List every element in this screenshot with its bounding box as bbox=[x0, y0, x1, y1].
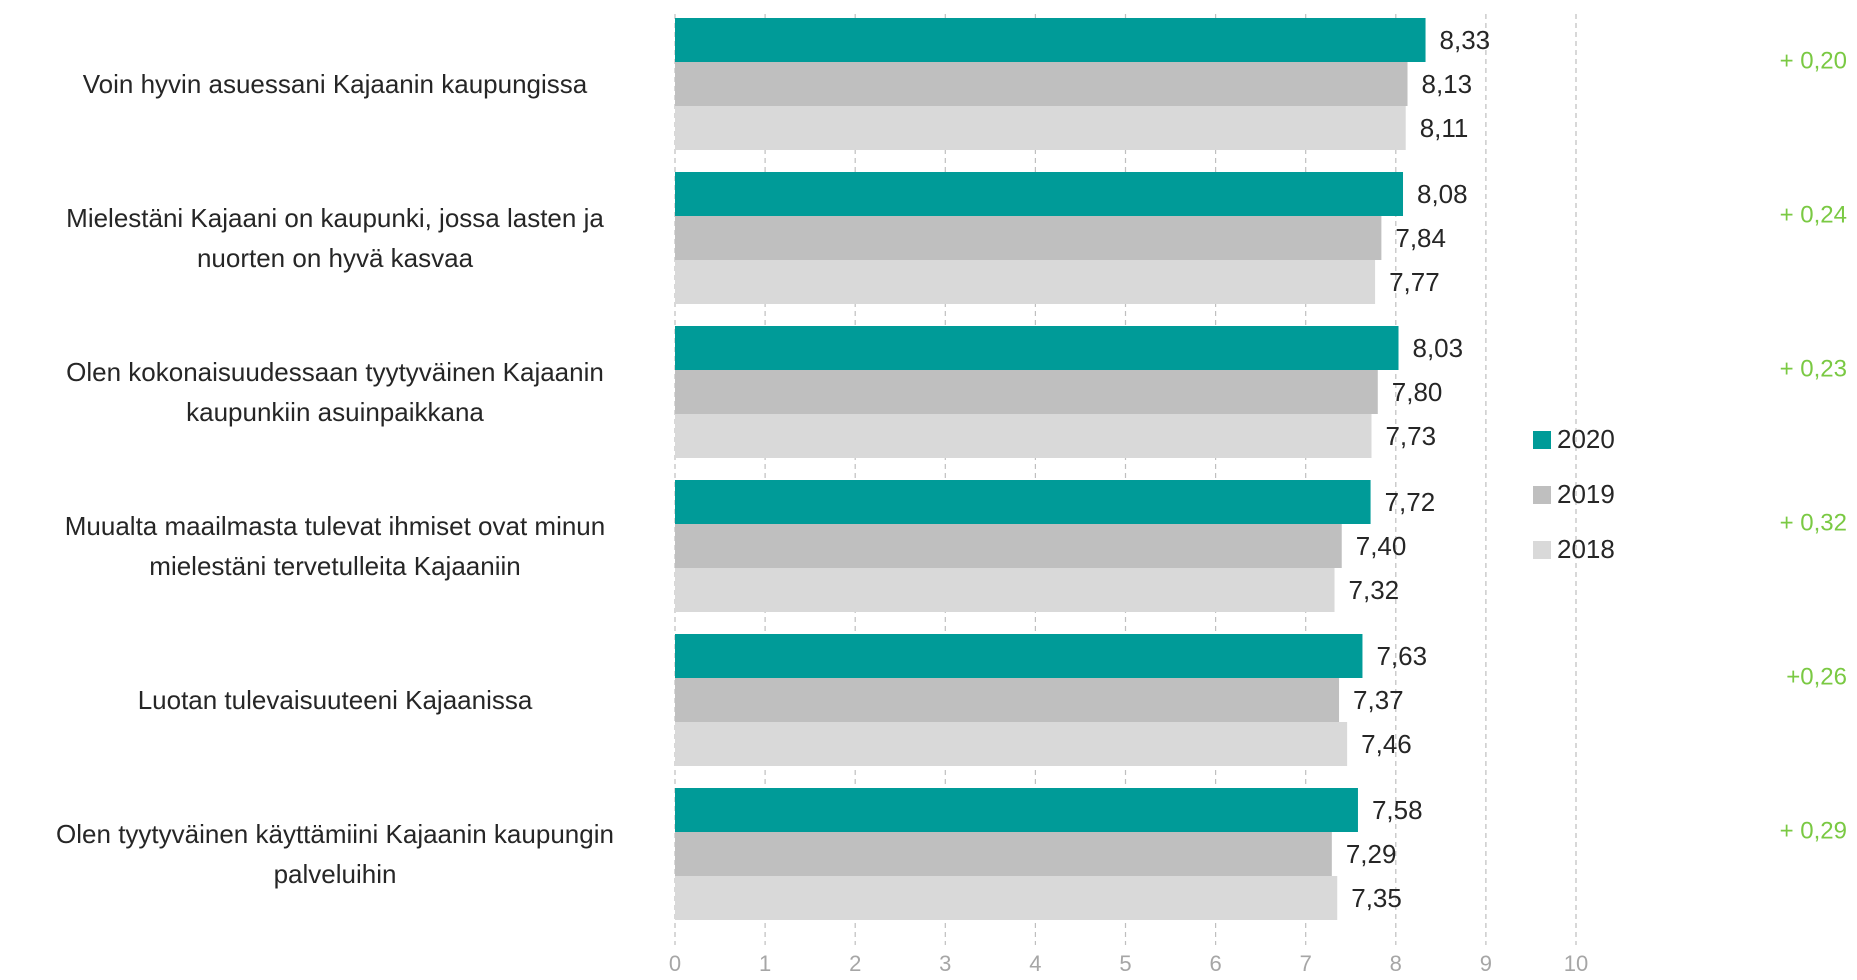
data-label: 7,29 bbox=[1346, 839, 1397, 869]
x-tick-label: 9 bbox=[1480, 951, 1492, 976]
data-label: 7,80 bbox=[1392, 377, 1443, 407]
x-tick-label: 3 bbox=[939, 951, 951, 976]
x-tick-label: 10 bbox=[1564, 951, 1588, 976]
category-label: Mielestäni Kajaani on kaupunki, jossa la… bbox=[66, 203, 604, 273]
data-label: 7,37 bbox=[1353, 685, 1404, 715]
data-label: 8,08 bbox=[1417, 179, 1468, 209]
bar bbox=[675, 260, 1376, 304]
bar bbox=[675, 722, 1348, 766]
bar bbox=[675, 106, 1406, 150]
x-tick-label: 0 bbox=[669, 951, 681, 976]
legend-label: 2018 bbox=[1557, 534, 1615, 564]
bar bbox=[675, 876, 1338, 920]
data-label: 8,33 bbox=[1440, 25, 1491, 55]
annotation: + 0,20 bbox=[1780, 47, 1847, 74]
category-label: Olen kokonaisuudessaan tyytyväinen Kajaa… bbox=[66, 357, 604, 427]
category-label: Luotan tulevaisuuteeni Kajaanissa bbox=[137, 685, 533, 715]
category-label: Olen tyytyväinen käyttämiini Kajaanin ka… bbox=[56, 819, 614, 889]
data-label: 7,35 bbox=[1351, 883, 1402, 913]
legend-swatch bbox=[1533, 541, 1551, 559]
annotation: + 0,32 bbox=[1780, 509, 1847, 536]
bar bbox=[675, 832, 1332, 876]
legend-swatch bbox=[1533, 431, 1551, 449]
bar bbox=[675, 216, 1382, 260]
bar bbox=[675, 634, 1363, 678]
bar bbox=[675, 678, 1340, 722]
x-tick-label: 7 bbox=[1300, 951, 1312, 976]
annotation: + 0,23 bbox=[1780, 355, 1847, 382]
data-label: 7,72 bbox=[1385, 487, 1436, 517]
bar bbox=[675, 480, 1371, 524]
data-label: 8,11 bbox=[1420, 113, 1469, 143]
bar bbox=[675, 788, 1358, 832]
data-label: 7,63 bbox=[1376, 641, 1427, 671]
data-label: 7,77 bbox=[1389, 267, 1440, 297]
data-label: 8,03 bbox=[1413, 333, 1464, 363]
x-tick-label: 5 bbox=[1119, 951, 1131, 976]
legend-label: 2019 bbox=[1557, 479, 1615, 509]
data-label: 7,73 bbox=[1385, 421, 1436, 451]
x-tick-label: 6 bbox=[1209, 951, 1221, 976]
data-label: 7,46 bbox=[1361, 729, 1412, 759]
category-label: Muualta maailmasta tulevat ihmiset ovat … bbox=[64, 511, 606, 581]
data-label: 7,84 bbox=[1395, 223, 1446, 253]
data-label: 7,40 bbox=[1356, 531, 1407, 561]
bar bbox=[675, 62, 1408, 106]
legend-swatch bbox=[1533, 486, 1551, 504]
bar bbox=[675, 568, 1335, 612]
x-tick-label: 2 bbox=[849, 951, 861, 976]
annotation: + 0,24 bbox=[1780, 201, 1847, 228]
data-label: 8,13 bbox=[1422, 69, 1473, 99]
bar bbox=[675, 326, 1399, 370]
bar bbox=[675, 172, 1404, 216]
bar bbox=[675, 414, 1372, 458]
legend-label: 2020 bbox=[1557, 424, 1615, 454]
bar bbox=[675, 524, 1342, 568]
annotation: + 0,29 bbox=[1780, 817, 1847, 844]
x-tick-label: 1 bbox=[759, 951, 771, 976]
annotation: +0,26 bbox=[1786, 663, 1847, 690]
data-label: 7,58 bbox=[1372, 795, 1423, 825]
data-label: 7,32 bbox=[1349, 575, 1400, 605]
x-tick-label: 4 bbox=[1029, 951, 1041, 976]
bar bbox=[675, 18, 1426, 62]
category-label: Voin hyvin asuessani Kajaanin kaupungiss… bbox=[82, 69, 588, 99]
bar bbox=[675, 370, 1378, 414]
x-tick-label: 8 bbox=[1390, 951, 1402, 976]
